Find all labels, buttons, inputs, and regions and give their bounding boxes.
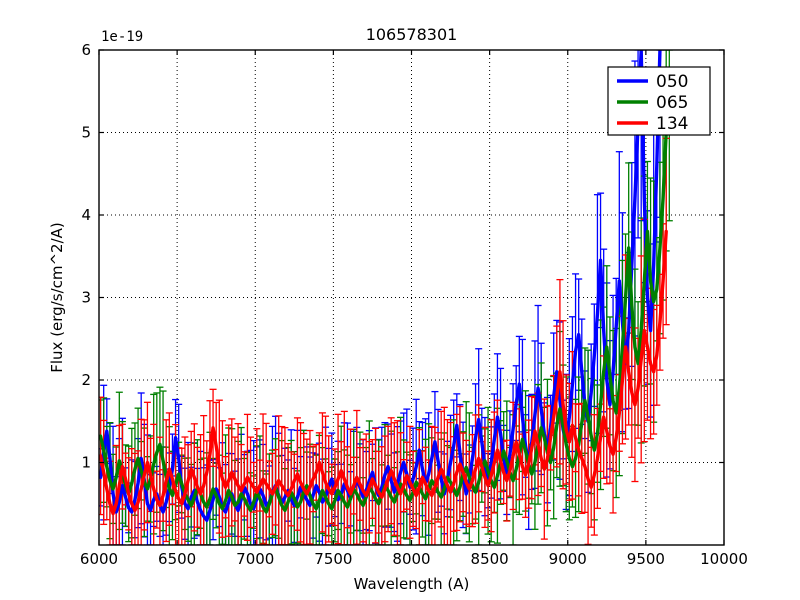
y-tick-label: 3: [81, 289, 91, 307]
x-tick-label: 7000: [236, 550, 274, 568]
x-axis-label: Wavelength (A): [354, 575, 470, 593]
axis-ticks: 6000 6500 7000 7500 8000 8500 9000 9500 10000 1 2 3…: [80, 41, 748, 568]
y-tick-label: 4: [81, 206, 91, 224]
y-axis-label: Flux (erg/s/cm^2/A): [48, 222, 66, 373]
x-tick-label: 9500: [627, 550, 665, 568]
chart-title: 106578301: [366, 25, 458, 44]
legend-label-050: 050: [656, 72, 688, 92]
legend-label-065: 065: [656, 93, 688, 113]
x-tick-label: 9000: [549, 550, 587, 568]
y-axis-offset-label: 1e-19: [101, 29, 143, 45]
y-tick-label: 1: [81, 454, 91, 472]
y-tick-label: 5: [81, 124, 91, 142]
y-tick-label: 6: [81, 41, 91, 59]
x-tick-label: 8000: [392, 550, 430, 568]
x-tick-label: 6500: [158, 550, 196, 568]
x-tick-label: 10000: [700, 550, 748, 568]
x-tick-label: 7500: [314, 550, 352, 568]
legend-label-134: 134: [656, 114, 688, 134]
series-line-134: [99, 229, 668, 516]
y-tick-label: 2: [81, 371, 91, 389]
x-tick-label: 6000: [80, 550, 118, 568]
series-lines-group: [99, 50, 672, 522]
x-tick-label: 8500: [471, 550, 509, 568]
